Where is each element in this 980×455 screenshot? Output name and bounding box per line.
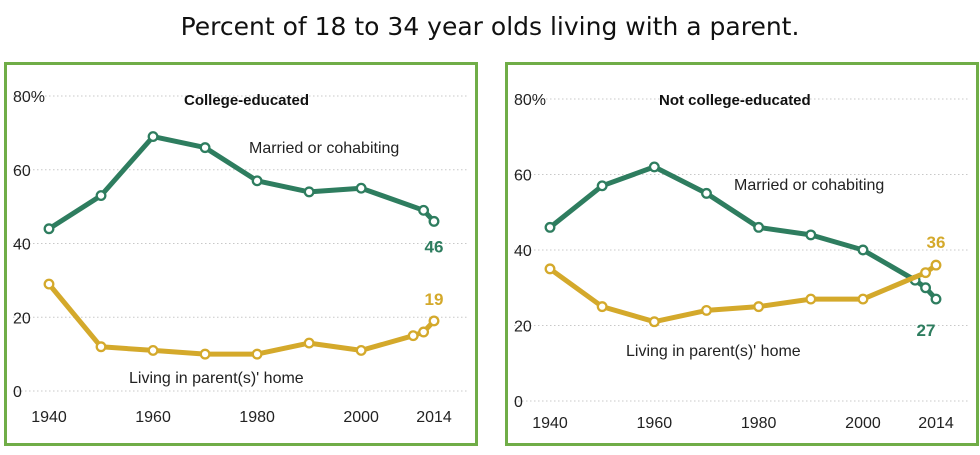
x-tick-label: 1940 [31,409,67,426]
chart-not-college-educated: 0 20 40 60 80% 1940 1960 1980 2000 2014 Not colleg… [514,92,970,432]
data-point [303,186,315,198]
y-tick-label: 40 [514,243,532,260]
x-tick-label: 2014 [918,415,954,432]
x-tick-label: 1960 [135,409,171,426]
data-point [596,180,608,192]
data-point [701,187,712,199]
data-point [544,263,556,275]
data-point [648,161,660,173]
page-title: Percent of 18 to 34 year olds living wit… [180,12,800,41]
y-tick-label: 0 [514,394,523,411]
series-label: Married or cohabiting [734,177,884,194]
data-point [753,221,765,233]
data-point [418,204,430,216]
series-line-married-or-cohabiting [547,164,939,302]
x-tick-label: 1980 [741,415,777,432]
chart-subtitle: Not college-educated [659,92,811,109]
data-point [43,278,55,290]
data-point [753,301,765,313]
data-label-end-value: 27 [917,321,936,340]
series-line-living-in-parents-home [46,281,437,357]
data-point [857,293,869,305]
data-label-end-value: 36 [927,233,946,252]
x-tick-label: 2000 [845,415,881,432]
chart-panel-college-educated: 0 20 40 60 80% 1940 1960 1980 2000 2014 College-ed… [4,62,478,446]
data-label-end-value: 46 [425,237,444,256]
y-tick-label: 0 [13,384,22,401]
data-point [147,344,159,356]
data-label-end-value: 19 [425,290,444,309]
data-point [428,215,440,227]
series-label: Married or cohabiting [249,140,399,157]
chart-panel-not-college-educated: 0 20 40 60 80% 1940 1960 1980 2000 2014 Not colleg… [505,62,979,446]
data-point [355,344,367,356]
y-tick-label: 20 [514,319,532,336]
data-point [920,282,932,294]
data-point [251,175,263,187]
y-tick-label: 80% [13,89,45,106]
data-point [199,348,211,360]
series-label: Living in parent(s)' home [626,343,801,360]
series-line-living-in-parents-home [547,262,939,325]
data-point [251,348,263,360]
y-tick-label: 60 [13,163,31,180]
data-point [544,221,556,233]
data-point [95,341,107,353]
data-point [857,244,869,256]
data-point [428,315,440,327]
y-tick-label: 20 [13,310,31,327]
data-point [930,259,942,271]
series-label: Living in parent(s)' home [129,370,304,387]
x-tick-label: 1960 [637,415,673,432]
chart-subtitle: College-educated [184,92,309,109]
chart-college-educated: 0 20 40 60 80% 1940 1960 1980 2000 2014 College-ed… [13,89,469,426]
data-point [303,337,315,349]
data-point [930,293,942,305]
data-point [418,326,430,338]
data-point [355,182,367,194]
data-point [147,131,159,143]
data-point [805,293,817,305]
x-tick-label: 2014 [416,409,452,426]
data-point [407,330,419,342]
data-point [648,316,660,328]
data-point [95,190,107,202]
data-point [805,229,817,241]
x-tick-label: 1980 [239,409,275,426]
data-point [43,223,55,235]
x-tick-label: 2000 [343,409,379,426]
y-tick-label: 80% [514,92,546,109]
y-tick-label: 40 [13,237,31,254]
data-point [199,142,211,154]
x-tick-label: 1940 [532,415,568,432]
data-point [596,301,608,313]
y-tick-label: 60 [514,168,532,185]
data-point [920,267,932,279]
data-point [701,304,712,316]
